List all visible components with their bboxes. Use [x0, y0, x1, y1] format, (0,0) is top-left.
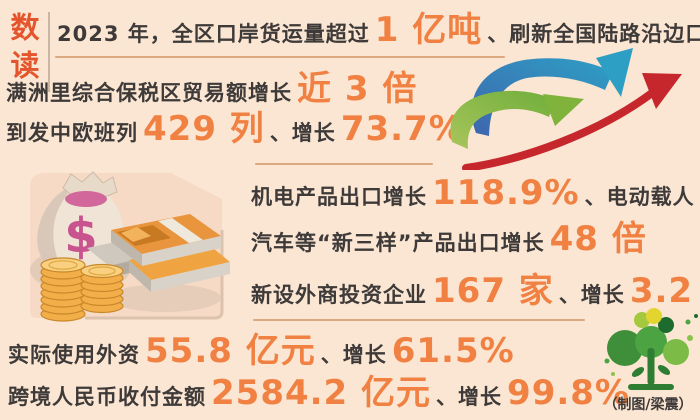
stat-text: 、增长: [269, 121, 336, 145]
svg-text:$: $: [64, 208, 97, 264]
stat-text: 满洲里综合保税区贸易额增长: [6, 81, 292, 105]
stat-text: 、增长: [436, 385, 503, 409]
stat-value: 2584.2 亿元: [211, 373, 432, 413]
stat-row-china-europe-trains: 到发中欧班列 429 列 、增长 73.7%: [6, 109, 469, 149]
stat-row-port-freight: 2023 年，全区口岸货运量超过 1 亿吨 、刷新全国陆路沿边口岸纪录: [57, 10, 700, 50]
stat-row-bonded-zone-trade: 满洲里综合保税区贸易额增长 近 3 倍: [6, 69, 422, 109]
money-icon: $: [30, 171, 230, 322]
stat-value: 3.2 倍: [629, 271, 700, 311]
stat-text: 实际使用外资: [8, 343, 140, 367]
stat-value: 55.8 亿元: [145, 331, 316, 371]
stat-value: 167 家: [432, 271, 554, 311]
stat-row-mech-electrical-exports: 机电产品出口增长 118.9% 、电动载人: [251, 173, 695, 213]
stat-text: 、增长: [558, 283, 625, 307]
stat-value: 429 列: [143, 109, 265, 149]
credit-text: （制图/梁震）: [603, 397, 693, 413]
separator-line: [55, 56, 505, 58]
stat-row-new-foreign-enterprises: 新设外商投资企业 167 家 、增长 3.2 倍: [251, 271, 700, 311]
stat-row-foreign-investment-used: 实际使用外资 55.8 亿元 、增长 61.5%: [8, 331, 520, 371]
stat-text: 汽车等“新三样”产品出口增长: [251, 231, 545, 255]
stat-text: 、电动载人: [584, 185, 695, 209]
separator-line: [253, 319, 585, 321]
stat-text: 机电产品出口增长: [251, 185, 427, 209]
separator-line: [255, 163, 433, 165]
masthead-divider: [48, 12, 50, 92]
stat-value: 48 倍: [549, 219, 647, 259]
stat-value: 73.7%: [340, 109, 464, 149]
stat-text: 跨境人民币收付金额: [8, 385, 206, 409]
stat-text: 、增长: [320, 343, 387, 367]
stat-value: 99.8%: [507, 373, 631, 413]
masthead-label: 数读: [6, 12, 40, 88]
tree-icon: [604, 308, 698, 390]
stat-value: 1 亿吨: [374, 10, 483, 50]
stat-row-cross-border-rmb: 跨境人民币收付金额 2584.2 亿元 、增长 99.8%: [8, 373, 635, 413]
stat-text: 新设外商投资企业: [251, 283, 427, 307]
stat-text: 到发中欧班列: [6, 121, 138, 145]
stat-value: 61.5%: [391, 331, 515, 371]
stat-row-new-three-exports: 汽车等“新三样”产品出口增长 48 倍: [251, 219, 652, 259]
stat-text: 、刷新全国陆路沿边口岸纪录: [487, 22, 700, 46]
stat-text: 2023 年，全区口岸货运量超过: [57, 22, 370, 46]
stat-value: 近 3 倍: [297, 69, 418, 109]
rising-arrows-icon: [450, 48, 682, 170]
stat-value: 118.9%: [432, 173, 580, 213]
